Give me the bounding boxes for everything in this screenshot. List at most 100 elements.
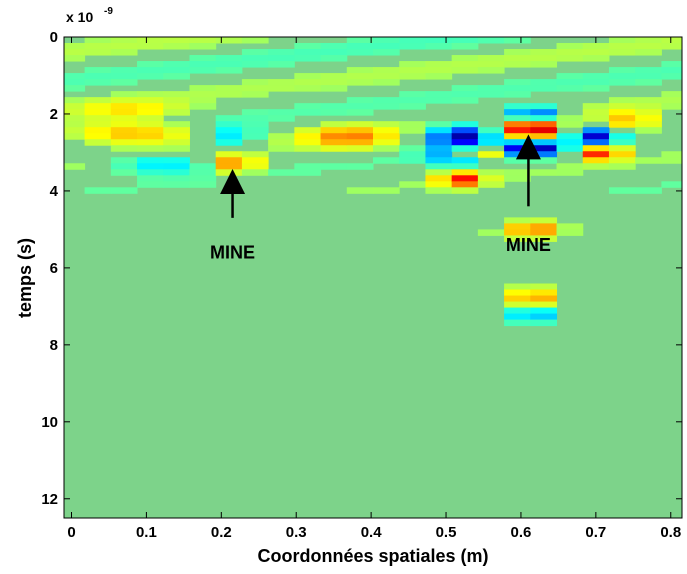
heatmap-cell <box>64 121 86 128</box>
heatmap-cell <box>84 43 112 50</box>
heatmap-cell <box>608 115 636 122</box>
heatmap-cell <box>425 157 453 164</box>
heatmap-cell <box>425 37 453 44</box>
heatmap-cell <box>608 79 636 86</box>
heatmap-cell <box>373 103 400 110</box>
heatmap-cell <box>425 181 453 188</box>
heatmap-cell <box>477 55 505 62</box>
heatmap-cell <box>64 109 86 116</box>
heatmap-cell <box>530 133 558 140</box>
heatmap-cell <box>451 175 479 182</box>
heatmap-cell <box>504 145 531 152</box>
y-tick-label: 0 <box>50 29 58 46</box>
heatmap-cell <box>294 139 322 146</box>
heatmap-cell <box>110 115 138 122</box>
heatmap-cell <box>661 91 682 98</box>
heatmap-cell <box>320 121 348 128</box>
heatmap-cell <box>477 151 505 158</box>
annotation-label: MINE <box>506 235 551 255</box>
heatmap-cell <box>504 115 531 122</box>
heatmap-cell <box>556 223 584 230</box>
heatmap-cell <box>530 289 558 297</box>
heatmap-cell <box>373 43 400 50</box>
heatmap-cell <box>84 187 112 194</box>
heatmap-cell <box>582 55 610 62</box>
heatmap-cell <box>215 127 243 134</box>
plot-frame <box>63 36 683 519</box>
heatmap-cell <box>451 91 479 98</box>
heatmap-cell <box>163 157 190 164</box>
heatmap-cell <box>425 163 453 170</box>
heatmap-cell <box>346 133 374 140</box>
heatmap-cell <box>451 145 479 152</box>
heatmap-cell <box>504 295 531 303</box>
heatmap-cell <box>530 157 558 164</box>
heatmap-cell <box>608 109 636 116</box>
heatmap-cell <box>425 187 453 194</box>
heatmap-cell <box>635 187 662 194</box>
heatmap-cell <box>635 67 662 74</box>
heatmap-cell <box>425 91 453 98</box>
heatmap-cell <box>294 79 322 86</box>
heatmap-cell <box>137 43 164 50</box>
heatmap-cell <box>608 151 636 158</box>
heatmap-cell <box>64 127 86 134</box>
heatmap-cell <box>320 163 348 170</box>
heatmap-cell <box>241 133 269 140</box>
heatmap-cell <box>320 109 348 116</box>
heatmap-cell <box>425 139 453 146</box>
heatmap-cell <box>346 121 374 128</box>
heatmap-cell <box>137 163 164 170</box>
heatmap-cell <box>215 115 243 122</box>
heatmap-cell <box>189 163 217 170</box>
heatmap-cell <box>504 121 531 128</box>
heatmap-cell <box>294 145 322 152</box>
heatmap-cell <box>110 37 138 44</box>
heatmap-cell <box>320 79 348 86</box>
heatmap-cell <box>556 79 584 86</box>
heatmap-cell <box>84 133 112 140</box>
heatmap-cell <box>294 103 322 110</box>
heatmap-cell <box>399 103 426 110</box>
heatmap-cell <box>373 157 400 164</box>
heatmap-cell <box>189 175 217 182</box>
heatmap-cell <box>346 49 374 56</box>
heatmap-cell <box>84 109 112 116</box>
heatmap-cell <box>556 163 584 170</box>
heatmap-cell <box>110 121 138 128</box>
heatmap-cell <box>110 91 138 98</box>
heatmap-cell <box>189 91 217 98</box>
heatmap-cell <box>215 91 243 98</box>
heatmap-cell <box>530 301 558 309</box>
heatmap-cell <box>163 73 190 80</box>
heatmap-cell <box>477 175 505 182</box>
heatmap-cell <box>241 157 269 164</box>
heatmap-cell <box>137 67 164 74</box>
heatmap-cell <box>373 139 400 146</box>
heatmap-cell <box>215 55 243 62</box>
heatmap-cell <box>582 157 610 164</box>
heatmap-cell <box>582 127 610 134</box>
heatmap-cell <box>320 43 348 50</box>
heatmap-cell <box>241 79 269 86</box>
heatmap-cell <box>137 121 164 128</box>
heatmap-cell <box>582 85 610 92</box>
heatmap-cell <box>530 235 558 242</box>
heatmap-cell <box>530 85 558 92</box>
heatmap-cell <box>268 61 295 68</box>
heatmap-cell <box>163 109 190 116</box>
heatmap-cell <box>425 127 453 134</box>
heatmap-cell <box>399 37 426 44</box>
heatmap-cell <box>530 217 558 224</box>
heatmap-cell <box>163 145 190 152</box>
heatmap-cell <box>268 139 295 146</box>
heatmap-cell <box>84 73 112 80</box>
y-tick-label: 12 <box>41 491 58 508</box>
x-tick-label: 0.8 <box>660 524 681 541</box>
heatmap-cell <box>294 127 322 134</box>
heatmap-cell <box>451 121 479 128</box>
heatmap-cell <box>84 67 112 74</box>
heatmap-cell <box>241 127 269 134</box>
heatmap-cell <box>477 85 505 92</box>
heatmap-cell <box>608 121 636 128</box>
